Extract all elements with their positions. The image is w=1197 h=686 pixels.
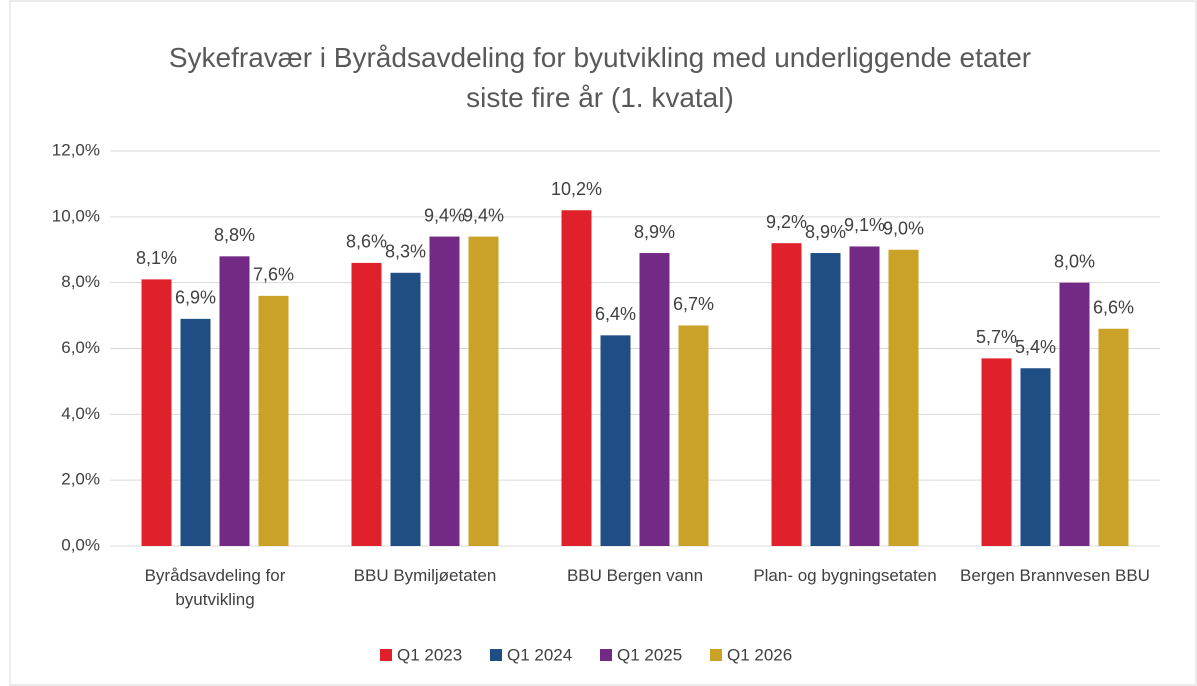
legend-label: Q1 2026 [727, 645, 792, 664]
data-label: 6,9% [175, 288, 216, 308]
bar [1059, 282, 1090, 546]
bar [141, 279, 172, 546]
x-tick-label: BBU Bymiljøetaten [353, 566, 497, 585]
legend-swatch [490, 649, 502, 661]
bar [180, 318, 211, 546]
data-label: 8,6% [346, 232, 387, 252]
data-label: 9,4% [424, 205, 465, 225]
data-label: 8,1% [136, 248, 177, 268]
legend-swatch [380, 649, 392, 661]
data-label: 6,4% [595, 304, 636, 324]
data-label: 9,1% [844, 215, 885, 235]
data-label: 6,7% [673, 294, 714, 314]
bar [258, 295, 289, 546]
legend-swatch [600, 649, 612, 661]
bar [678, 325, 709, 546]
bar [639, 253, 670, 546]
chart-border [9, 0, 1197, 686]
legend-swatch [710, 649, 722, 661]
bar [351, 262, 382, 546]
bar [1098, 328, 1129, 546]
x-tick-label: Bergen Brannvesen BBU [960, 566, 1150, 585]
bar [219, 256, 250, 546]
bar [429, 236, 460, 547]
legend-label: Q1 2025 [617, 645, 682, 664]
y-tick-label: 4,0% [61, 404, 100, 423]
bar [600, 335, 631, 546]
x-tick-label: Byrådsavdeling for byutvikling [144, 566, 286, 609]
bar [390, 272, 421, 546]
bar [468, 236, 499, 547]
bar [561, 210, 592, 546]
data-label: 8,9% [634, 222, 675, 242]
bar [981, 358, 1012, 546]
y-tick-label: 0,0% [61, 535, 100, 554]
data-label: 5,7% [976, 327, 1017, 347]
data-label: 8,0% [1054, 251, 1095, 271]
bar [1020, 368, 1051, 546]
bar [888, 249, 919, 546]
x-tick-label: Plan- og bygningsetaten [753, 566, 937, 585]
data-label: 8,9% [805, 222, 846, 242]
chart-title: Sykefravær i Byrådsavdeling for byutvikl… [168, 42, 1032, 113]
data-label: 6,6% [1093, 298, 1134, 318]
data-label: 10,2% [551, 179, 602, 199]
data-label: 9,4% [463, 205, 504, 225]
bar [810, 253, 841, 546]
data-label: 5,4% [1015, 337, 1056, 357]
bar [771, 243, 802, 546]
y-tick-label: 8,0% [61, 272, 100, 291]
data-label: 7,6% [253, 265, 294, 285]
bar [849, 246, 880, 547]
data-label: 9,2% [766, 212, 807, 232]
data-label: 8,3% [385, 242, 426, 262]
legend-label: Q1 2023 [397, 645, 462, 664]
data-label: 9,0% [883, 219, 924, 239]
y-tick-label: 2,0% [61, 470, 100, 489]
y-tick-label: 6,0% [61, 338, 100, 357]
legend-label: Q1 2024 [507, 645, 572, 664]
x-tick-label: BBU Bergen vann [566, 566, 704, 585]
y-tick-label: 12,0% [52, 140, 100, 159]
data-label: 8,8% [214, 225, 255, 245]
y-tick-label: 10,0% [52, 206, 100, 225]
